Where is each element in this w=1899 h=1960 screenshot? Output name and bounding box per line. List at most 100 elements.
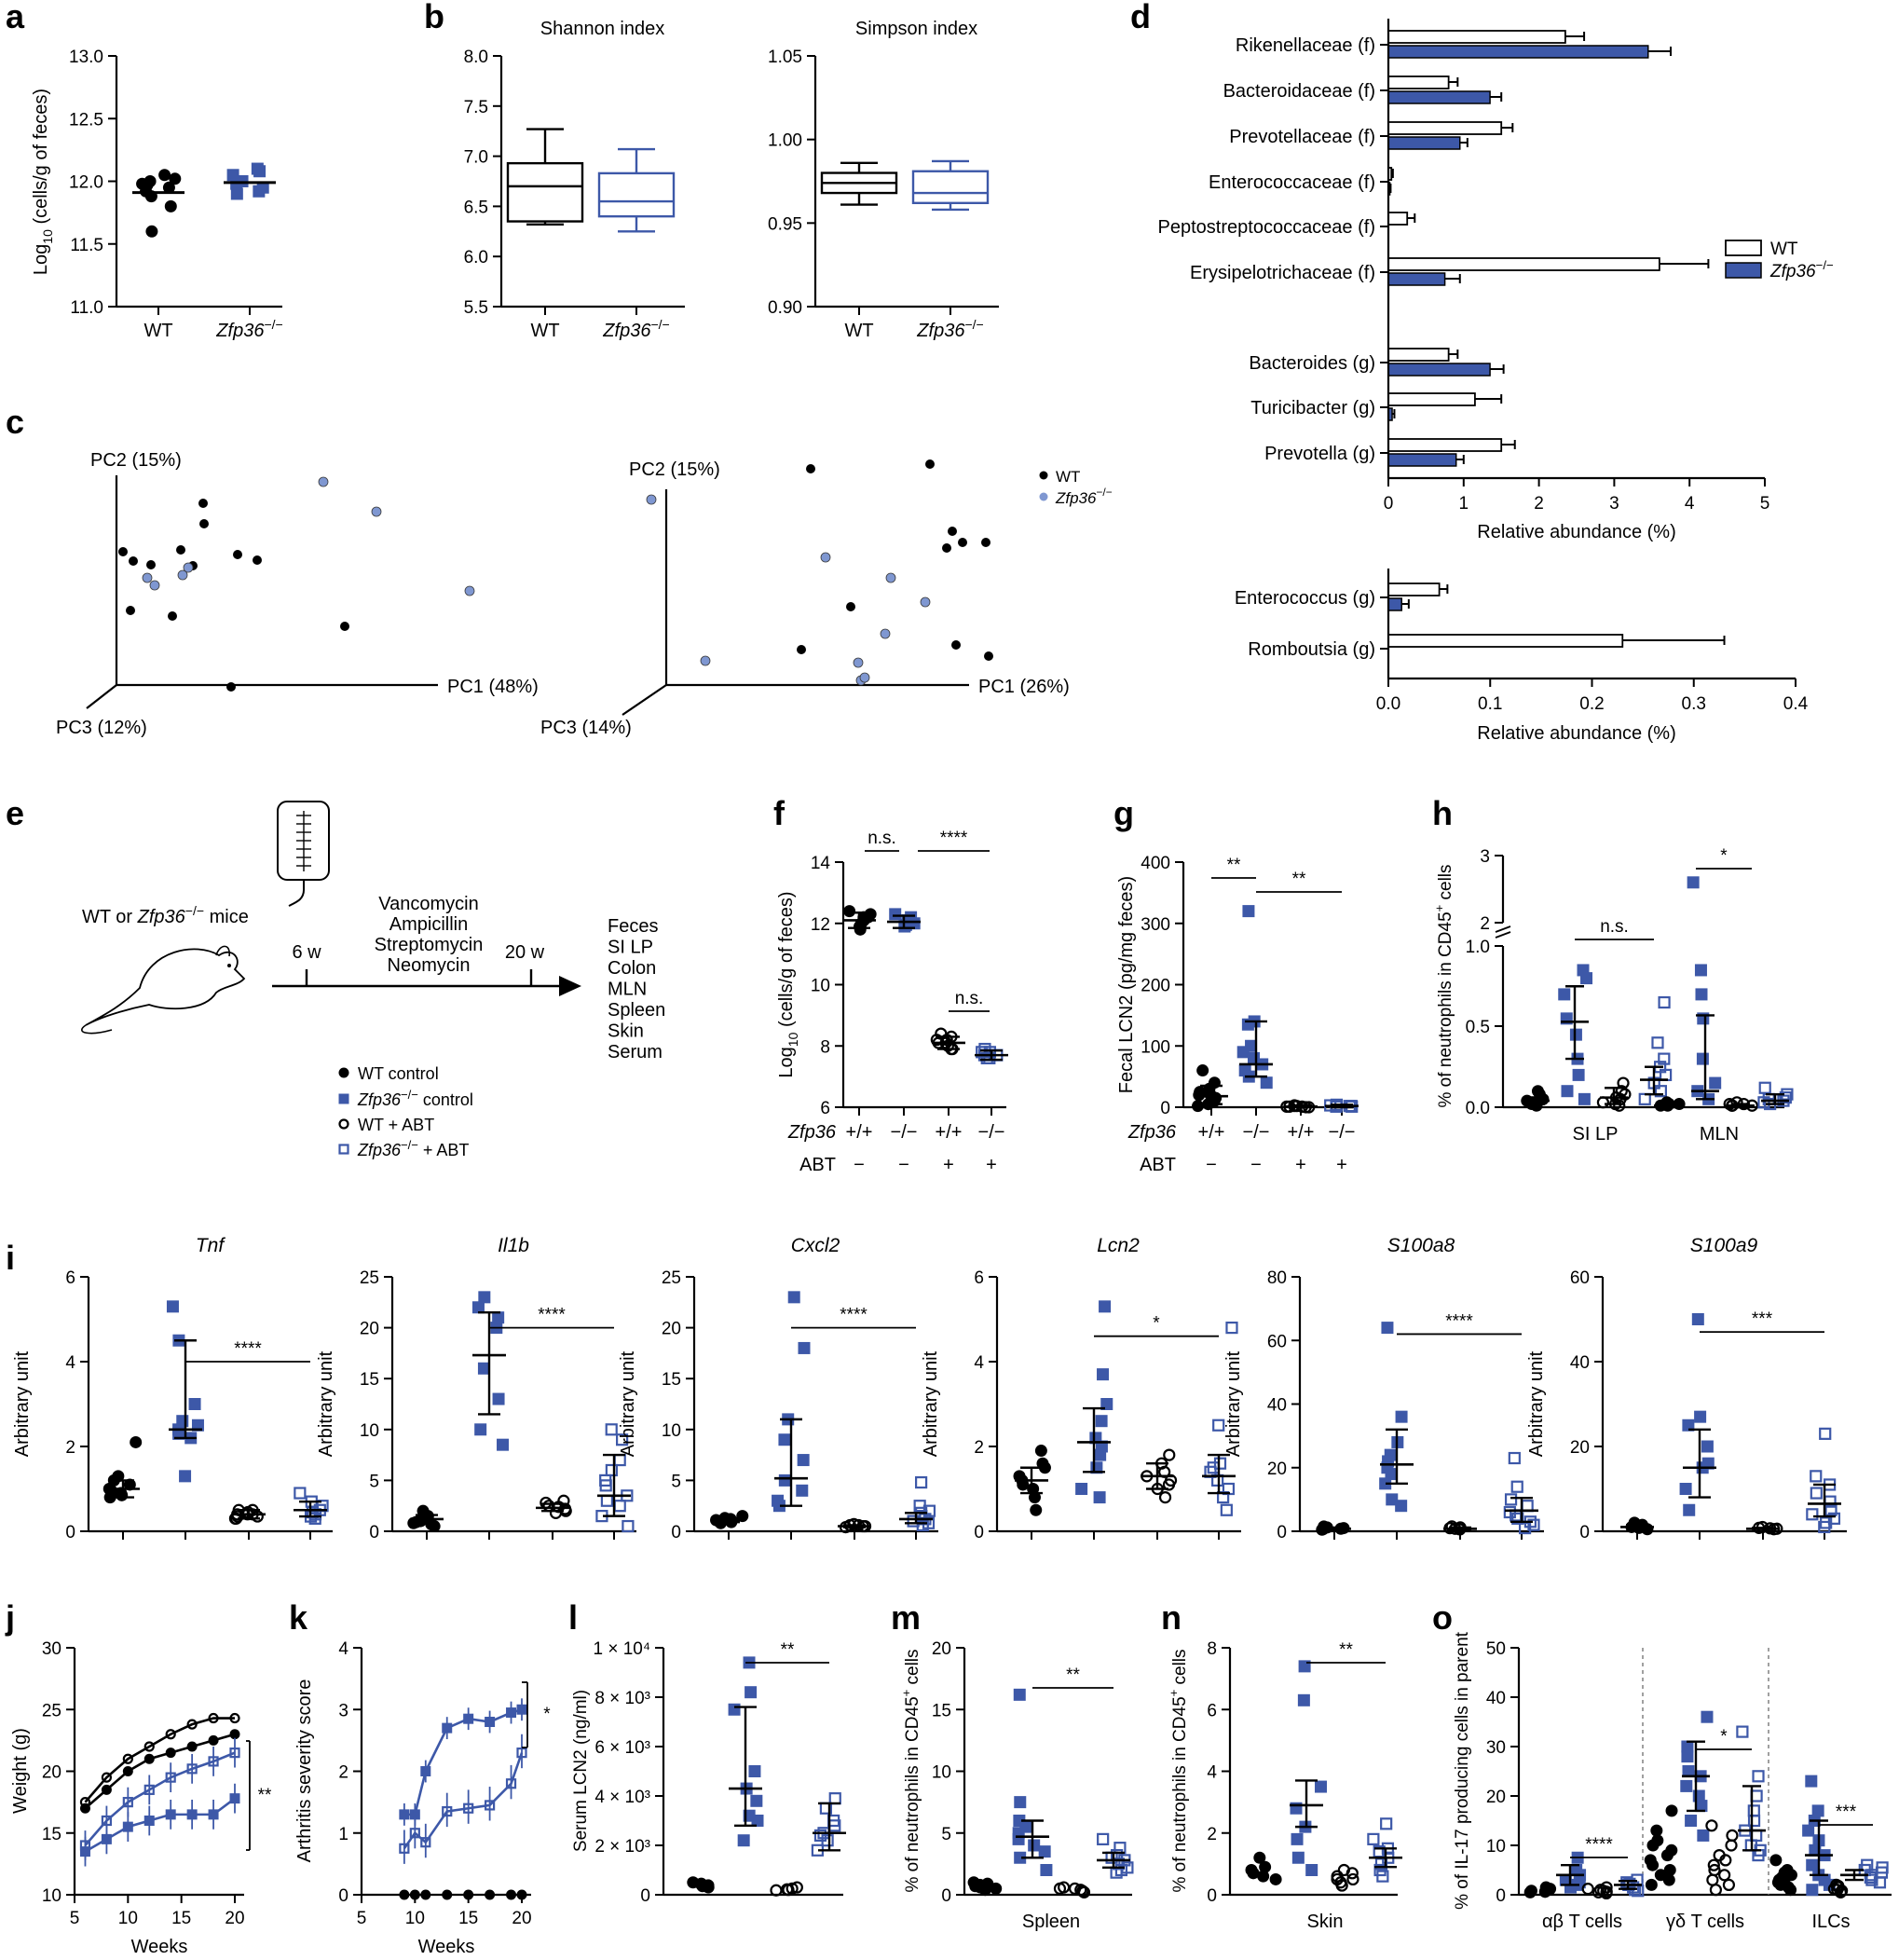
pcoa-point: [859, 672, 870, 683]
pc2-label: PC2 (15%): [629, 459, 720, 480]
series-marker: [165, 1809, 176, 1820]
data-point: [1040, 1864, 1053, 1876]
pcoa-point: [951, 640, 961, 650]
error-bar: [774, 1418, 808, 1507]
data-point: [1097, 1368, 1110, 1381]
y-tick-label: 5: [369, 1472, 379, 1491]
box: [597, 147, 676, 233]
x-tick-label: 0.0: [1376, 694, 1400, 714]
pcoa-point: [797, 645, 806, 654]
data-point: [1709, 1076, 1722, 1090]
x-label-wt: WT: [530, 321, 559, 341]
y-tick-label: 0: [1496, 1886, 1506, 1906]
pcoa-point: [177, 569, 188, 581]
bar-wt: [1387, 392, 1476, 406]
y-tick-label: 0: [1160, 1099, 1170, 1118]
text-span: Zfp36: [1769, 262, 1816, 281]
box: [820, 161, 898, 206]
data-point: [1518, 1521, 1532, 1535]
panel-letter-b: b: [424, 0, 444, 35]
text-span: Arbitrary unit: [1223, 1350, 1244, 1457]
data-point: [1747, 1804, 1760, 1817]
significance-bracket: **: [1032, 1665, 1113, 1689]
data-point: [1578, 1092, 1591, 1105]
y-axis: 0 5 10 15 20 25: [360, 1268, 394, 1542]
significance-label: ****: [840, 1306, 868, 1325]
series-marker: [143, 1816, 155, 1826]
significance-label: *: [1720, 846, 1728, 866]
data-point: [1660, 1849, 1674, 1862]
y-tick-label: 10: [932, 1763, 951, 1783]
y-tick-label: 3: [1480, 847, 1490, 867]
error-bar: [1202, 1453, 1236, 1495]
series-marker: [165, 1729, 176, 1740]
category-label: Peptostreptococcaceae (f): [1158, 217, 1375, 238]
pcoa-point: [183, 562, 194, 573]
text-span: % of neutrophils in CD45: [1436, 911, 1455, 1107]
y-axis-title: % of neutrophils in CD45+ cells: [899, 1649, 922, 1892]
series-marker: [186, 1741, 198, 1752]
error-bar: [1691, 1014, 1719, 1101]
y-axis: 0 2 4 6: [65, 1268, 90, 1542]
data-point: [492, 1311, 505, 1324]
data-point: [1305, 1864, 1318, 1876]
error-bar: [1683, 1428, 1716, 1499]
data-point: [145, 225, 158, 238]
series-marker: [208, 1809, 219, 1820]
panel-n: 0 2 4 6 8 ** Skin % of neutrophils in CD45+ cel…: [1167, 1639, 1402, 1932]
pcoa-point: [806, 464, 815, 473]
data-point: [1709, 1884, 1722, 1897]
series-marker: [420, 1889, 431, 1900]
data-point: [797, 1454, 810, 1467]
text-span: Zfp36: [137, 907, 186, 927]
data-point: [1725, 1839, 1738, 1852]
y-tick-label: 100: [1141, 1037, 1170, 1057]
x-tick-label: 20: [225, 1909, 244, 1928]
row-label-abt: ABT: [799, 1155, 836, 1175]
y-axis-title: Log10 (cells/g of feces): [31, 89, 55, 275]
category-label: Romboutsia (g): [1248, 639, 1375, 660]
data-point: [1380, 1817, 1393, 1830]
error-bar: [597, 1453, 631, 1517]
data-point: [1291, 1832, 1304, 1845]
y-tick-label: 6 × 10³: [594, 1738, 650, 1758]
significance-label: *: [543, 1705, 551, 1724]
y-axis: 0 100 200 300 400: [1141, 854, 1185, 1118]
y-tick-label: 25: [662, 1268, 681, 1288]
significance-bracket: ****: [185, 1339, 310, 1363]
y-tick-label: 13.0: [69, 48, 103, 67]
data-point: [188, 1398, 201, 1410]
y-tick-label: 1.0: [1466, 938, 1490, 957]
significance-bracket: ***: [1700, 1309, 1824, 1334]
series-marker: [463, 1802, 474, 1814]
series-marker: [485, 1717, 496, 1727]
text-span: Log: [776, 1047, 797, 1077]
series-marker: [409, 1889, 420, 1900]
y-tick-label: 2: [1480, 914, 1490, 934]
mouse-body: [85, 948, 246, 1026]
data-point: [778, 1473, 791, 1487]
y-axis-title: Serum LCN2 (ng/ml): [571, 1690, 591, 1852]
data-point: [1504, 1493, 1518, 1506]
mouse-icon: [80, 945, 246, 1035]
panel-a: 11.0 11.5 12.0 12.5 13.0 Log10 (cells/g of fe…: [31, 48, 283, 341]
text-span: Zfp36: [357, 1090, 402, 1109]
text-span: Fecal LCN2 (pg/mg feces): [1116, 876, 1137, 1093]
y-tick-label: 2: [338, 1763, 348, 1783]
legend-marker-ko: [1039, 492, 1048, 501]
series-marker: [143, 1753, 155, 1764]
series-line: [79, 1783, 240, 1867]
y-tick-label: 1: [338, 1825, 348, 1844]
series-marker: [399, 1809, 410, 1820]
y-tick-label: 60: [1570, 1268, 1590, 1288]
text-span: −/−: [264, 317, 282, 332]
data-point: [772, 1500, 786, 1513]
treatment-cell: +: [943, 1155, 954, 1175]
mice-label: WT or Zfp36−/− mice: [82, 903, 249, 927]
x-tick-label: 0: [1384, 494, 1394, 514]
data-point: [914, 1475, 928, 1489]
data-point: [1701, 1440, 1714, 1453]
data-point: [1645, 1878, 1658, 1891]
